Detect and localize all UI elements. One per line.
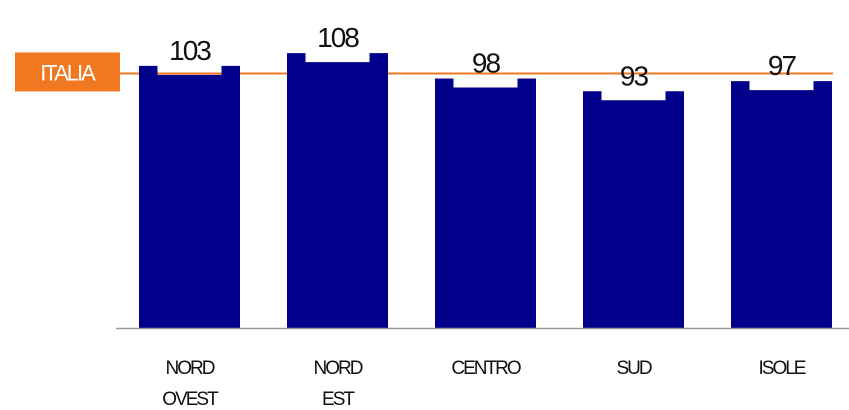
category-label-1-0: NORD <box>314 358 363 379</box>
category-label-3-0: SUD <box>616 358 651 379</box>
bars <box>139 53 832 329</box>
bar-2 <box>435 78 536 328</box>
italia-reference-box <box>15 52 120 92</box>
value-label-3: 93 <box>620 60 649 91</box>
reference-line-group: ITALIA <box>15 52 833 92</box>
value-label-1: 108 <box>317 22 359 53</box>
value-labels: 103 108 98 93 97 <box>169 22 798 91</box>
value-label-2: 98 <box>472 48 501 79</box>
category-label-4-0: ISOLE <box>759 358 806 379</box>
bar-4 <box>731 81 832 329</box>
bar-0 <box>139 65 240 329</box>
category-label-0-1: OVEST <box>162 389 219 410</box>
bar-3 <box>583 91 684 328</box>
category-labels: NORD OVEST NORD EST CENTRO SUD ISOLE <box>162 358 808 410</box>
italia-reference-label: ITALIA <box>40 60 96 85</box>
value-label-4: 97 <box>768 50 797 81</box>
category-label-1-1: EST <box>322 389 355 410</box>
category-label-0-0: NORD <box>166 358 215 379</box>
bar-1 <box>287 53 388 328</box>
category-label-2-0: CENTRO <box>451 358 520 379</box>
value-label-0: 103 <box>169 35 211 66</box>
